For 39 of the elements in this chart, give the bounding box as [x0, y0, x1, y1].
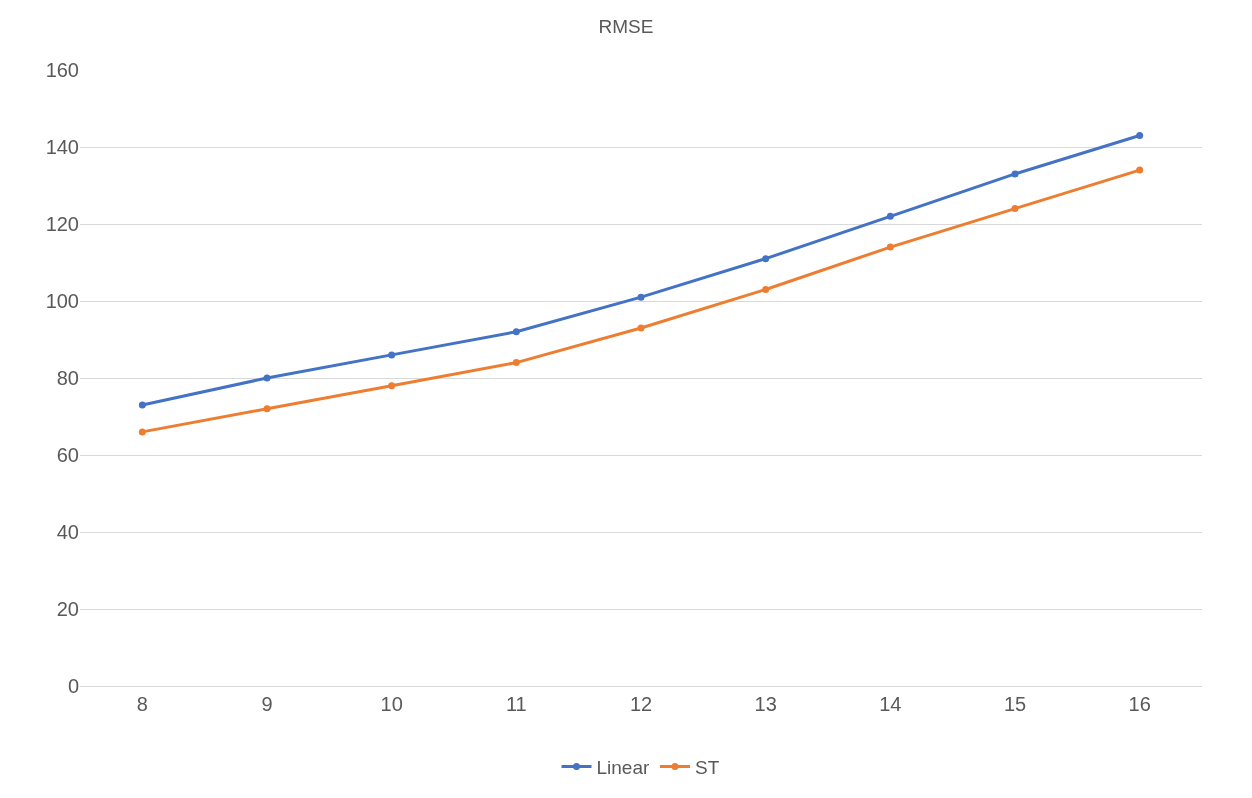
- point: [512, 359, 520, 367]
- x-tick-label: 14: [879, 693, 902, 715]
- point: [388, 351, 396, 359]
- legend-label: Linear: [596, 756, 650, 778]
- chart-title: RMSE: [598, 16, 654, 38]
- y-tick-label: 60: [56, 444, 79, 466]
- point: [637, 293, 645, 301]
- point: [138, 401, 146, 409]
- x-tick-label: 13: [754, 693, 777, 715]
- y-tick-label: 160: [45, 59, 79, 81]
- point: [263, 374, 271, 382]
- y-tick-label: 140: [45, 136, 79, 158]
- y-tick-label: 40: [56, 521, 79, 543]
- point: [1136, 131, 1144, 139]
- point: [263, 405, 271, 413]
- y-tick-label: 100: [45, 290, 79, 312]
- x-tick-label: 8: [136, 693, 148, 715]
- point: [512, 328, 520, 336]
- point: [762, 285, 770, 293]
- y-tick-label: 120: [45, 213, 79, 235]
- x-tick-label: 9: [261, 693, 273, 715]
- x-tick-label: 16: [1128, 693, 1151, 715]
- x-tick-label: 10: [380, 693, 403, 715]
- point: [886, 212, 894, 220]
- x-tick-label: 11: [505, 693, 527, 715]
- x-tick-label: 15: [1003, 693, 1027, 715]
- y-tick-label: 20: [56, 598, 79, 620]
- x-tick-label: 12: [629, 693, 653, 715]
- legend-label: ST: [694, 756, 720, 778]
- point: [138, 428, 146, 436]
- y-tick-label: 80: [56, 367, 79, 389]
- point: [1011, 170, 1019, 178]
- point: [1136, 166, 1144, 174]
- point: [388, 382, 396, 390]
- point: [762, 255, 770, 263]
- point: [886, 243, 894, 251]
- y-tick-label: 0: [67, 675, 79, 697]
- point: [637, 324, 645, 332]
- point: [1011, 205, 1019, 213]
